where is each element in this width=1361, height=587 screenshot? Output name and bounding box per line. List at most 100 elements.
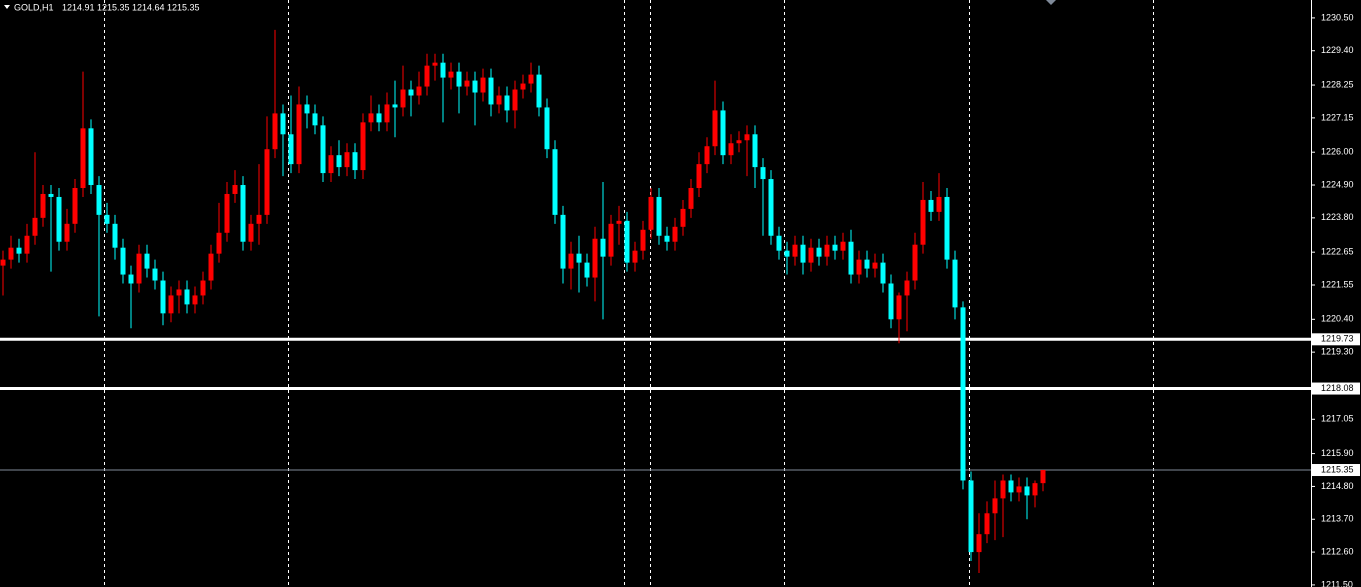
candle-body bbox=[720, 110, 726, 156]
candle-body bbox=[224, 193, 230, 233]
y-tick-label: 1223.80 bbox=[1321, 212, 1354, 222]
candle-body bbox=[792, 244, 798, 257]
y-tick-label: 1220.40 bbox=[1321, 314, 1354, 324]
candle-body bbox=[688, 188, 694, 209]
y-tick-label: 1214.80 bbox=[1321, 481, 1354, 491]
candle-body bbox=[536, 74, 542, 108]
candle-body bbox=[40, 193, 46, 218]
candle-body bbox=[1016, 486, 1022, 493]
symbol-label: GOLD,H1 bbox=[14, 2, 54, 12]
candle-body bbox=[800, 244, 806, 263]
y-tick-label: 1226.00 bbox=[1321, 147, 1354, 157]
candle-body bbox=[680, 208, 686, 227]
candle-body bbox=[624, 220, 630, 263]
candle-body bbox=[504, 95, 510, 111]
y-tick-label: 1215.90 bbox=[1321, 448, 1354, 458]
candle-body bbox=[944, 196, 950, 260]
candle-body bbox=[544, 107, 550, 150]
candle-body bbox=[496, 95, 502, 105]
candle-body bbox=[88, 128, 94, 186]
candle-body bbox=[1008, 480, 1014, 493]
candle-body bbox=[880, 262, 886, 284]
y-tick-label: 1222.65 bbox=[1321, 247, 1354, 257]
candle-body bbox=[344, 152, 350, 168]
candle-body bbox=[936, 196, 942, 212]
candle-body bbox=[160, 280, 166, 314]
candle-body bbox=[264, 149, 270, 215]
candle-body bbox=[704, 146, 710, 165]
candle-body bbox=[696, 164, 702, 189]
candle-body bbox=[608, 223, 614, 257]
candle-body bbox=[368, 113, 374, 123]
candle-body bbox=[384, 104, 390, 123]
candle-body bbox=[512, 89, 518, 111]
candle-body bbox=[288, 134, 294, 165]
y-tick-label: 1224.90 bbox=[1321, 179, 1354, 189]
candle-body bbox=[752, 134, 758, 168]
candle-body bbox=[760, 167, 766, 180]
candle-body bbox=[584, 262, 590, 278]
candle-body bbox=[32, 217, 38, 236]
candle-body bbox=[600, 238, 606, 257]
candle-body bbox=[272, 113, 278, 150]
candle-body bbox=[992, 498, 998, 514]
candle-body bbox=[912, 244, 918, 281]
candle-body bbox=[648, 196, 654, 230]
candle-body bbox=[568, 253, 574, 269]
candle-body bbox=[0, 259, 6, 266]
candle-body bbox=[920, 199, 926, 245]
period-separators bbox=[104, 0, 1154, 587]
candle-body bbox=[104, 214, 110, 224]
candle-body bbox=[136, 253, 142, 284]
candle-body bbox=[48, 193, 54, 197]
header-open: 1214.91 bbox=[62, 2, 95, 12]
header-arrow[interactable] bbox=[4, 5, 10, 9]
candle-body bbox=[952, 259, 958, 308]
candle-body bbox=[896, 295, 902, 320]
candle-body bbox=[784, 250, 790, 257]
candle-body bbox=[776, 235, 782, 251]
candle-body bbox=[112, 223, 118, 248]
candle-body bbox=[80, 128, 86, 189]
candle-body bbox=[824, 244, 830, 257]
candle-body bbox=[448, 71, 454, 78]
candle-body bbox=[336, 155, 342, 168]
header-high: 1215.35 bbox=[97, 2, 130, 12]
y-tick-label: 1221.55 bbox=[1321, 279, 1354, 289]
y-tick-label: 1213.70 bbox=[1321, 514, 1354, 524]
candle-body bbox=[16, 247, 22, 254]
header-low: 1214.64 bbox=[132, 2, 165, 12]
candle-body bbox=[984, 513, 990, 535]
candle-body bbox=[192, 295, 198, 305]
y-tick-label: 1212.60 bbox=[1321, 546, 1354, 556]
candle-body bbox=[656, 196, 662, 236]
candle-body bbox=[128, 274, 134, 284]
candle-body bbox=[328, 155, 334, 174]
candle-body bbox=[592, 238, 598, 278]
candle-body bbox=[96, 185, 102, 215]
candle-body bbox=[216, 232, 222, 254]
candle-body bbox=[432, 62, 438, 66]
candle-body bbox=[256, 214, 262, 224]
candle-body bbox=[712, 110, 718, 147]
candle-body bbox=[960, 307, 966, 481]
candle-body bbox=[56, 196, 62, 242]
bid-label: 1215.35 bbox=[1321, 464, 1354, 474]
candle-body bbox=[8, 247, 14, 260]
candle-body bbox=[1032, 483, 1038, 496]
candle-body bbox=[392, 104, 398, 108]
candle-body bbox=[64, 223, 70, 242]
candle-body bbox=[488, 77, 494, 105]
candle-body bbox=[24, 235, 30, 254]
candle-body bbox=[560, 214, 566, 269]
candle-body bbox=[664, 235, 670, 242]
candle-body bbox=[304, 104, 310, 114]
candle-body bbox=[744, 134, 750, 141]
candle-body bbox=[152, 268, 158, 281]
candle-body bbox=[576, 253, 582, 263]
candle-body bbox=[296, 104, 302, 165]
candle-body bbox=[968, 480, 974, 553]
candle-body bbox=[848, 241, 854, 275]
